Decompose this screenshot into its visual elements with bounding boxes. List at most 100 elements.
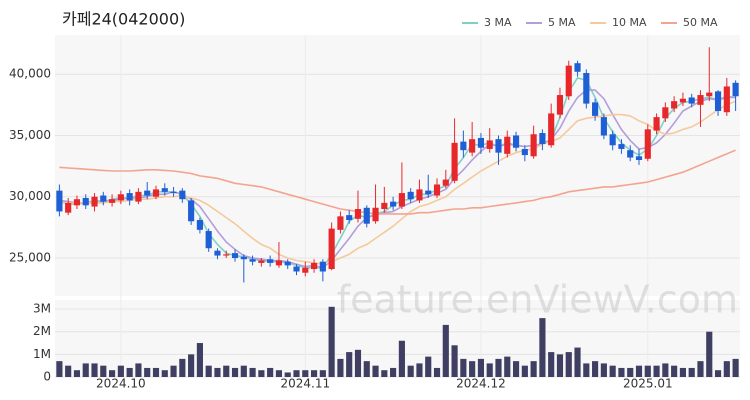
candle-body (223, 254, 230, 256)
volume-bar (644, 365, 651, 377)
candle-body (65, 202, 72, 213)
candle-body (583, 72, 590, 104)
volume-bar (592, 361, 599, 377)
volume-bar (354, 349, 362, 377)
candle-body (302, 267, 309, 273)
volume-tick-label: 3M (33, 302, 51, 316)
candle-body (337, 216, 344, 230)
volume-bar (583, 363, 590, 377)
volume-bar (653, 365, 660, 377)
candle-body (460, 141, 467, 151)
candle-body (627, 150, 634, 158)
legend-label: 50 MA (683, 16, 718, 29)
volume-bar (117, 365, 124, 377)
candle-body (310, 262, 318, 270)
volume-bar (109, 370, 116, 377)
volume-bar (390, 367, 397, 377)
volume-bar (205, 365, 212, 377)
volume-bar (723, 361, 730, 377)
volume-bar (697, 361, 704, 377)
candle-body (732, 82, 739, 97)
volume-bar (135, 363, 142, 377)
volume-bar (152, 367, 160, 377)
volume-bar (381, 370, 388, 377)
volume-bar (126, 367, 133, 377)
volume-panel (55, 300, 740, 377)
y-tick-label: 35,000 (9, 128, 51, 142)
candle-body (556, 95, 564, 115)
volume-bar (407, 365, 414, 377)
candle-body (714, 91, 722, 111)
volume-bar (240, 365, 247, 377)
candle-body (592, 102, 599, 116)
volume-bar (144, 367, 151, 377)
volume-bar (433, 367, 441, 377)
ma-line (59, 149, 736, 215)
volume-bar (671, 365, 678, 377)
y-tick-label: 40,000 (9, 67, 51, 81)
volume-bar (732, 358, 739, 377)
candle-body (433, 184, 441, 196)
candle-body (73, 199, 81, 206)
volume-bar (249, 367, 256, 377)
volume-bar (337, 358, 344, 377)
volume-bar (56, 361, 63, 377)
candle-body (267, 259, 274, 263)
volume-bar (302, 370, 309, 377)
candle-body (214, 250, 221, 256)
volume-bar (231, 367, 239, 377)
volume-bar (469, 361, 476, 377)
volume-bar (530, 361, 537, 377)
candle-body (56, 190, 63, 212)
volume-bar (574, 347, 581, 377)
candle-body (565, 65, 572, 97)
candle-body (170, 191, 177, 194)
candle-body (188, 200, 195, 222)
candle-body (486, 140, 493, 149)
candle-body (135, 191, 142, 202)
volume-bar (556, 354, 564, 377)
candle-body (390, 201, 397, 207)
candle-body (381, 202, 388, 209)
candle-body (258, 260, 265, 263)
candle-body (644, 129, 651, 159)
ma-line (59, 100, 736, 265)
volume-bar (267, 367, 274, 377)
volume-bar (170, 365, 177, 377)
volume-bar (688, 367, 695, 377)
volume-bar (548, 352, 555, 377)
volume-bar (310, 370, 318, 377)
legend-label: 3 MA (484, 16, 512, 29)
price-panel (55, 35, 740, 296)
volume-bar (627, 367, 634, 377)
volume-bar (363, 361, 370, 377)
volume-bar (662, 363, 669, 377)
volume-bar (346, 352, 353, 377)
volume-bar (284, 372, 291, 377)
candle-body (662, 107, 669, 119)
volume-bar (635, 365, 643, 377)
candle-body (117, 194, 124, 201)
candle-body (548, 113, 555, 146)
candle-body (671, 101, 678, 109)
volume-bar (91, 363, 98, 377)
legend-label: 10 MA (612, 16, 647, 29)
candle-body (679, 98, 686, 103)
volume-bar (196, 343, 203, 377)
candle-body (416, 189, 423, 201)
candle-body (512, 135, 520, 148)
y-tick-label: 25,000 (9, 251, 51, 265)
candle-body (346, 215, 353, 221)
candle-body (521, 148, 528, 156)
volume-tick-label: 2M (33, 324, 51, 338)
x-tick-label: 2024.12 (456, 377, 506, 391)
candle-body (477, 137, 485, 148)
volume-bar (451, 345, 458, 377)
volume-bar (258, 370, 265, 377)
volume-bar (600, 363, 607, 377)
volume-bar (223, 365, 230, 377)
y-tick-label: 30,000 (9, 189, 51, 203)
volume-bar (565, 352, 572, 377)
candle-body (126, 193, 133, 201)
volume-bar (521, 365, 528, 377)
